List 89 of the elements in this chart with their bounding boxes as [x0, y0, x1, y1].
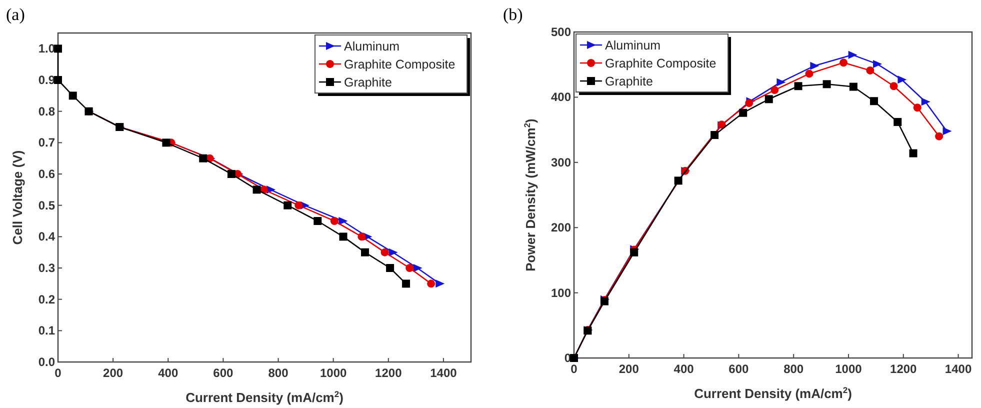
x-tick-label: 600: [213, 366, 234, 380]
point: [436, 280, 445, 288]
point: [54, 76, 62, 84]
y-tick-label: 0.4: [38, 230, 56, 244]
point: [294, 201, 303, 210]
point: [314, 217, 322, 225]
point: [68, 92, 77, 100]
point: [935, 132, 944, 140]
point: [866, 66, 874, 74]
point: [406, 264, 414, 272]
y-axis-title: Cell Voltage (V): [10, 150, 25, 245]
x-tick-label: 400: [674, 362, 694, 376]
point: [764, 95, 773, 104]
x-axis-title: Current Density (mA/cm$^{2}$): [186, 389, 344, 405]
x-tick-label: 200: [103, 366, 124, 380]
point: [894, 118, 902, 126]
y-tick-label: 300: [550, 155, 572, 170]
point: [284, 201, 292, 210]
point: [413, 264, 422, 272]
y-tick-label: 0.5: [38, 198, 56, 212]
y-tick-label: 0.6: [38, 167, 56, 181]
point: [810, 62, 820, 70]
point: [630, 248, 638, 256]
point: [822, 80, 831, 88]
y-tick-label: 0.0: [38, 355, 56, 369]
point: [848, 50, 858, 59]
point: [794, 82, 802, 90]
point: [921, 98, 930, 106]
x-tick-label: 600: [728, 362, 750, 376]
chart-title: (a): [6, 5, 25, 24]
legend-label: Aluminum: [344, 40, 400, 54]
point: [358, 232, 366, 241]
point: [227, 170, 236, 178]
point: [674, 176, 682, 185]
point: [898, 76, 907, 84]
x-tick-label: 1200: [890, 362, 918, 376]
x-tick-label: 800: [784, 362, 804, 376]
point: [873, 60, 882, 68]
point: [913, 104, 922, 112]
y-tick-label: 0.7: [38, 136, 56, 150]
point: [770, 86, 779, 94]
y-tick-label: 100: [550, 286, 572, 300]
point: [739, 108, 748, 117]
y-tick-label: 1.0: [38, 42, 56, 56]
point: [360, 248, 369, 256]
point: [338, 217, 348, 225]
point: [942, 127, 952, 136]
point: [427, 280, 436, 288]
point: [54, 44, 62, 53]
chart-title: (b): [503, 5, 523, 24]
x-tick-label: 800: [268, 366, 289, 380]
y-tick-label: 0.9: [38, 73, 56, 87]
point: [849, 82, 858, 91]
x-tick-label: 1400: [430, 366, 458, 380]
point: [840, 58, 848, 67]
point: [805, 70, 814, 78]
legend-label: Graphite Composite: [344, 58, 456, 72]
point: [776, 78, 786, 86]
point: [890, 82, 898, 90]
point: [402, 280, 410, 288]
y-tick-label: 500: [550, 25, 572, 39]
y-tick-label: 0.8: [38, 104, 56, 118]
legend-label: Graphite: [605, 74, 653, 88]
x-tick-label: 200: [618, 362, 640, 376]
point: [710, 131, 719, 140]
point: [386, 264, 394, 272]
point: [330, 217, 338, 225]
x-tick-label: 400: [158, 366, 178, 380]
legend-label: Graphite: [344, 76, 392, 90]
x-tick-label: 1000: [320, 366, 348, 380]
y-tick-label: 200: [550, 220, 572, 235]
point: [199, 154, 208, 162]
point: [909, 149, 918, 158]
x-axis-title: Current Density (mA/cm$^{2}$): [694, 385, 852, 401]
point: [388, 248, 398, 256]
point: [380, 248, 389, 256]
y-tick-label: 0.3: [38, 261, 56, 275]
point: [870, 97, 878, 106]
x-tick-label: 1200: [375, 366, 402, 380]
point: [339, 232, 348, 241]
legend-label: Aluminum: [605, 38, 661, 52]
legend-label: Graphite Composite: [605, 56, 716, 70]
point: [162, 138, 170, 147]
y-tick-label: 400: [550, 90, 572, 104]
y-tick-label: 0.2: [38, 292, 56, 306]
x-tick-label: 1000: [835, 362, 862, 376]
y-tick-label: 0.1: [38, 324, 56, 338]
point: [252, 186, 261, 194]
x-tick-label: 1400: [944, 362, 972, 376]
